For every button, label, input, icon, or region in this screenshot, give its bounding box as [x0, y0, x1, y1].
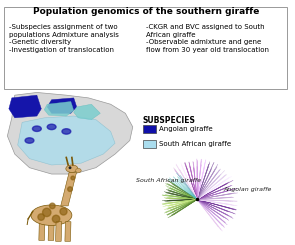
Polygon shape: [18, 116, 115, 165]
FancyBboxPatch shape: [4, 7, 287, 89]
Text: South African giraffe: South African giraffe: [136, 178, 201, 183]
Circle shape: [32, 126, 41, 131]
Polygon shape: [7, 92, 133, 174]
Polygon shape: [48, 222, 54, 240]
Circle shape: [38, 214, 45, 220]
Polygon shape: [47, 98, 77, 113]
Text: Population genomics of the southern giraffe: Population genomics of the southern gira…: [33, 7, 259, 16]
Bar: [143, 125, 156, 133]
Bar: [143, 140, 156, 148]
Ellipse shape: [31, 205, 72, 225]
Polygon shape: [9, 95, 41, 118]
Circle shape: [47, 124, 56, 130]
Ellipse shape: [76, 168, 81, 173]
Circle shape: [42, 208, 51, 217]
Circle shape: [50, 203, 55, 209]
Polygon shape: [74, 104, 100, 120]
Text: -CKGR and BVC assigned to South
African giraffe
-Observable admixture and gene
f: -CKGR and BVC assigned to South African …: [146, 24, 269, 53]
Polygon shape: [39, 222, 45, 240]
Polygon shape: [61, 172, 76, 206]
Polygon shape: [65, 222, 71, 241]
Polygon shape: [44, 101, 74, 116]
Circle shape: [68, 187, 72, 192]
Text: South African giraffe: South African giraffe: [159, 141, 231, 147]
Text: SUBSPECIES: SUBSPECIES: [143, 116, 196, 125]
Text: Angolan giraffe: Angolan giraffe: [159, 126, 213, 132]
Circle shape: [62, 129, 71, 134]
Circle shape: [25, 138, 34, 143]
Circle shape: [71, 176, 75, 180]
Text: Angolan giraffe: Angolan giraffe: [224, 187, 272, 192]
Ellipse shape: [66, 165, 78, 172]
Polygon shape: [55, 222, 62, 241]
Circle shape: [69, 167, 71, 169]
Circle shape: [60, 208, 67, 215]
Text: -Subspecies assignment of two
populations Admixture analysis
-Genetic diversity
: -Subspecies assignment of two population…: [9, 24, 119, 53]
Circle shape: [52, 215, 60, 223]
